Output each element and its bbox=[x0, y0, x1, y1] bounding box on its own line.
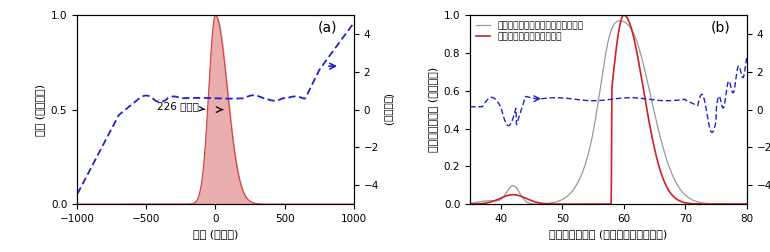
Legend: 実験により得られたスペクトル波形, 再構築したスペクトル波形: 実験により得られたスペクトル波形, 再構築したスペクトル波形 bbox=[474, 20, 585, 43]
実験により得られたスペクトル波形 bbox=[465, 202, 474, 205]
X-axis label: 時間 (アト秒): 時間 (アト秒) bbox=[192, 229, 238, 239]
再構築したスペクトル波形 bbox=[571, 203, 581, 206]
再構築したスペクトル波形 bbox=[514, 194, 523, 197]
実験により得られたスペクトル波形 bbox=[584, 153, 593, 156]
Line: 実験により得られたスペクトル波形: 実験により得られたスペクトル波形 bbox=[470, 21, 747, 204]
Y-axis label: (ラジアン): (ラジアン) bbox=[383, 93, 393, 126]
X-axis label: 光子エネルギー (エレクトロンボルト): 光子エネルギー (エレクトロンボルト) bbox=[549, 229, 668, 239]
再構築したスペクトル波形 bbox=[742, 203, 752, 206]
再構築したスペクトル波形 bbox=[606, 203, 615, 206]
Text: (a): (a) bbox=[318, 21, 337, 35]
再構築したスペクトル波形 bbox=[497, 196, 506, 199]
Text: (b): (b) bbox=[711, 21, 731, 35]
実験により得られたスペクトル波形 bbox=[742, 203, 752, 206]
実験により得られたスペクトル波形 bbox=[571, 184, 581, 187]
再構築したスペクトル波形 bbox=[584, 203, 593, 206]
再構築したスペクトル波形 bbox=[737, 203, 746, 206]
Text: 226 アト秒: 226 アト秒 bbox=[157, 102, 205, 112]
再構築したスペクトル波形 bbox=[619, 14, 628, 17]
実験により得られたスペクトル波形 bbox=[514, 189, 523, 192]
実験により得られたスペクトル波形 bbox=[737, 203, 746, 206]
Line: 再構築したスペクトル波形: 再構築したスペクトル波形 bbox=[470, 15, 747, 204]
実験により得られたスペクトル波形 bbox=[707, 202, 716, 205]
再構築したスペクトル波形 bbox=[707, 203, 716, 206]
実験により得られたスペクトル波形 bbox=[615, 19, 624, 22]
Y-axis label: スペクトル強度 (任意単位): スペクトル強度 (任意単位) bbox=[428, 67, 438, 152]
再構築したスペクトル波形 bbox=[465, 203, 474, 206]
Y-axis label: 強度 (任意単位): 強度 (任意単位) bbox=[35, 84, 45, 136]
実験により得られたスペクトル波形 bbox=[497, 197, 506, 200]
